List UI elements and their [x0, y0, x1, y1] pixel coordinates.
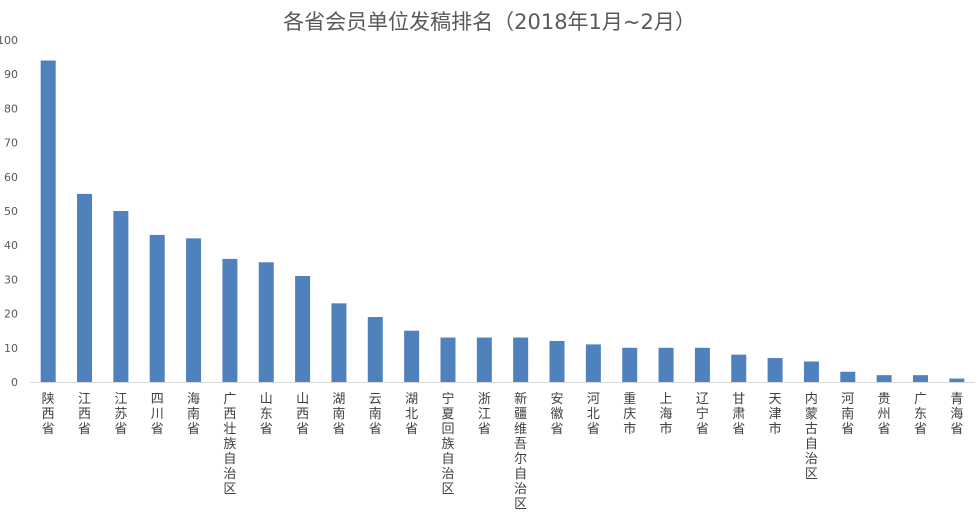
category-label: 云南省	[369, 392, 382, 437]
y-tick-label: 20	[4, 308, 18, 321]
y-tick-label: 80	[4, 102, 18, 115]
bar	[440, 337, 456, 382]
category-label: 上海市	[660, 392, 673, 437]
y-tick-label: 30	[4, 273, 18, 286]
bar	[876, 375, 892, 382]
y-tick-label: 90	[4, 68, 18, 81]
category-label: 河南省	[841, 392, 854, 437]
category-label: 内蒙古自治区	[805, 391, 818, 482]
bar	[622, 347, 638, 382]
category-label: 山东省	[260, 392, 273, 437]
y-tick-label: 0	[11, 376, 18, 389]
bar	[77, 193, 93, 382]
category-label: 海南省	[187, 392, 200, 437]
category-label: 江苏省	[114, 392, 127, 437]
bar	[949, 378, 965, 382]
bar	[404, 330, 420, 382]
bar	[767, 358, 783, 382]
category-label: 山西省	[296, 392, 309, 437]
bar	[731, 354, 747, 382]
bar	[694, 347, 710, 382]
category-label: 新疆维吾尔自治区	[514, 391, 527, 512]
category-label: 宁夏回族自治区	[441, 391, 454, 497]
bar	[476, 337, 492, 382]
category-label: 江西省	[78, 392, 91, 437]
bars	[40, 60, 965, 383]
bar	[549, 340, 565, 382]
bar	[840, 371, 856, 382]
bar	[149, 234, 165, 382]
category-label: 广东省	[914, 392, 927, 437]
category-labels: 陕西省 江西省 江苏省 四川省 海南省 广西壮族自治区 山东省 山西省 湖南省 云南省 湖北省 宁夏回…	[42, 391, 964, 512]
category-label: 湖南省	[332, 392, 345, 437]
bar	[912, 375, 928, 382]
bar	[658, 347, 674, 382]
y-tick-label: 40	[4, 239, 18, 252]
category-label: 陕西省	[42, 392, 55, 437]
y-tick-label: 50	[4, 205, 18, 218]
y-tick-label: 100	[0, 34, 18, 47]
bar	[367, 317, 383, 382]
category-label: 安徽省	[551, 392, 564, 437]
bar	[113, 211, 129, 382]
chart-title: 各省会员单位发稿排名（2018年1月~2月）	[283, 10, 696, 34]
bar	[585, 344, 601, 382]
y-tick-label: 60	[4, 171, 18, 184]
category-label: 天津市	[769, 392, 782, 437]
category-label: 广西壮族自治区	[223, 392, 236, 497]
category-label: 湖北省	[405, 392, 418, 437]
category-label: 辽宁省	[696, 392, 709, 437]
category-label: 河北省	[587, 392, 600, 437]
bar	[331, 303, 347, 382]
category-label: 甘肃省	[732, 392, 745, 437]
category-label: 浙江省	[478, 392, 491, 437]
bar	[258, 262, 274, 382]
category-label: 贵州省	[878, 392, 891, 437]
bar	[186, 238, 202, 382]
bar	[295, 275, 311, 382]
bar	[513, 337, 529, 382]
category-label: 重庆市	[623, 391, 636, 437]
bar	[222, 258, 238, 382]
y-tick-label: 10	[4, 342, 18, 355]
bar	[40, 60, 56, 383]
category-label: 青海省	[950, 392, 963, 437]
category-label: 四川省	[151, 392, 164, 437]
y-tick-label: 70	[4, 137, 18, 150]
y-axis-ticks: 0 10 20 30 40 50 60 70 80 90 100	[0, 34, 18, 389]
bar	[803, 361, 819, 382]
